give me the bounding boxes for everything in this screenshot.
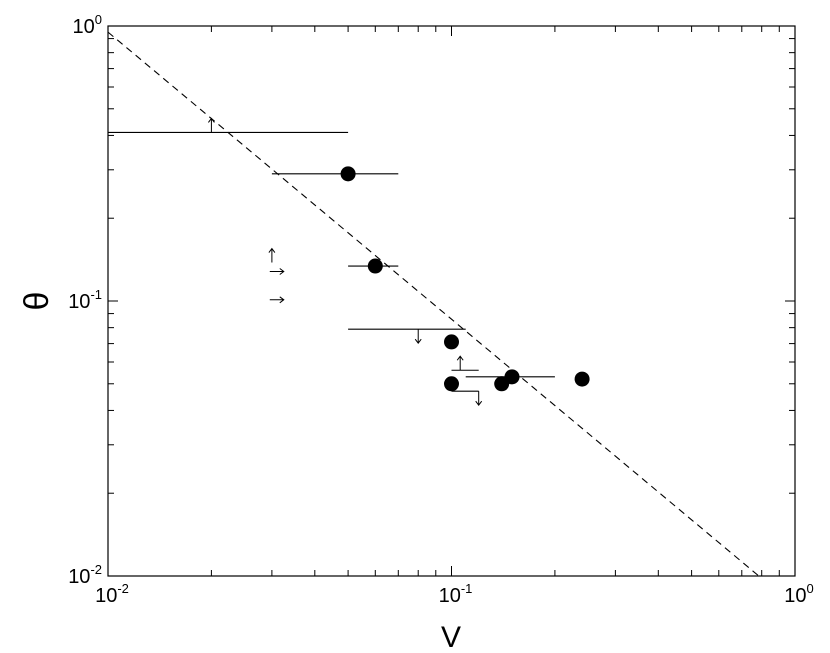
limit-arrow-right: [269, 296, 285, 304]
point-marker: [574, 371, 590, 387]
y-tick-label: 10-2: [68, 562, 102, 588]
arrow-path: [475, 391, 483, 407]
x-tick-label: 100: [784, 581, 813, 607]
y-tick-labels: 10-2 10-1 100: [68, 12, 102, 588]
limit-arrow-up: [456, 355, 464, 371]
axis-ticks: [107, 26, 795, 577]
y-tick-label: 100: [73, 12, 102, 38]
arrow-path: [269, 296, 285, 304]
data-point: [444, 376, 459, 392]
point-marker: [367, 258, 383, 274]
y-axis-label: θ: [18, 292, 56, 311]
y-tick-label: 10-1: [68, 287, 102, 313]
plot-frame: [107, 25, 796, 577]
x-axis-label: V: [441, 621, 461, 653]
x-tick-label: 10-2: [95, 581, 129, 607]
arrow-path: [268, 247, 276, 263]
limit-arrow-down: [414, 329, 422, 344]
limit-arrow-up: [268, 247, 276, 263]
data-point: [444, 334, 459, 350]
x-tick-labels: 10-2 10-1 100: [95, 581, 814, 607]
arrow-path: [208, 117, 215, 133]
data-point: [348, 258, 399, 274]
limit-arrow-up: [208, 117, 215, 133]
arrow-path: [414, 329, 422, 344]
fit-line: [107, 31, 763, 579]
data-points: [271, 166, 590, 392]
limit-arrows: [208, 117, 483, 407]
point-marker: [504, 369, 520, 385]
point-marker: [340, 166, 356, 182]
fit-line-group: [107, 31, 763, 579]
data-point: [504, 369, 520, 385]
data-point: [574, 371, 590, 387]
arrow-path: [456, 355, 464, 371]
data-point: [271, 166, 399, 182]
range-bars: [108, 131, 555, 392]
point-marker: [444, 376, 459, 392]
arrow-path: [269, 268, 285, 275]
point-marker: [444, 334, 459, 350]
limit-arrow-right: [269, 268, 285, 275]
limit-arrow-down: [475, 391, 483, 407]
x-tick-label: 10-1: [439, 581, 473, 607]
